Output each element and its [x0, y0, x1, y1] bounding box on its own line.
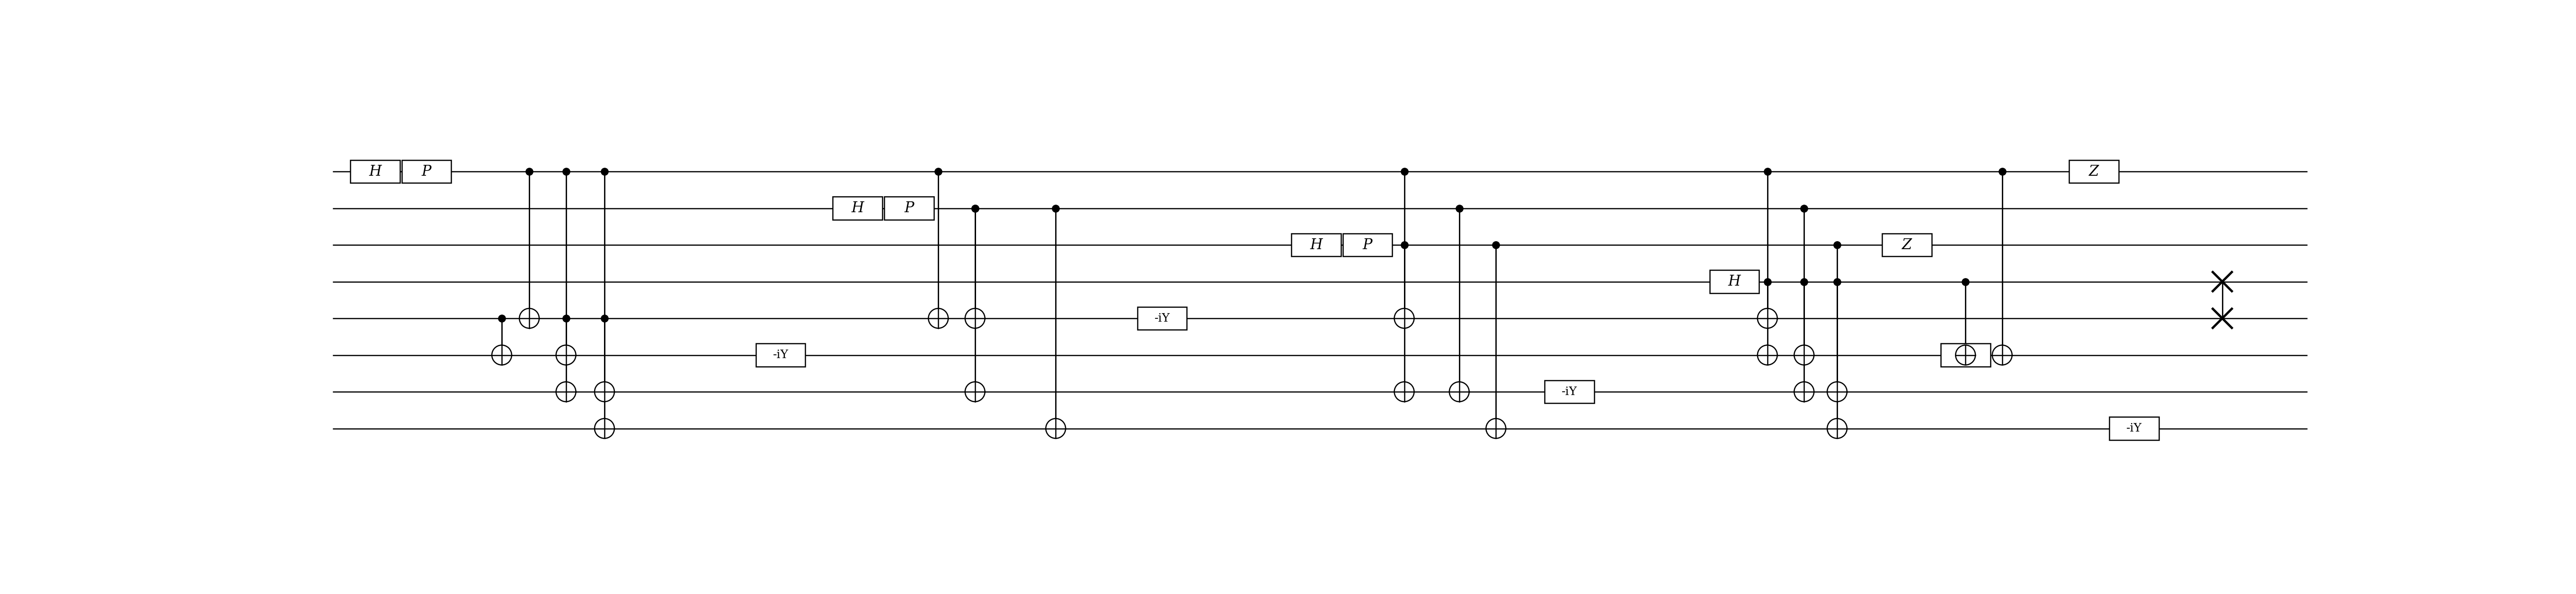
FancyBboxPatch shape	[350, 160, 399, 183]
Circle shape	[520, 308, 538, 328]
Circle shape	[492, 345, 513, 365]
FancyBboxPatch shape	[2110, 417, 2159, 440]
Text: Z: Z	[2089, 164, 2099, 179]
Circle shape	[966, 308, 984, 328]
Circle shape	[1486, 419, 1507, 438]
Circle shape	[1394, 308, 1414, 328]
Circle shape	[1046, 419, 1066, 438]
Circle shape	[927, 308, 948, 328]
FancyBboxPatch shape	[1710, 270, 1759, 293]
Text: H: H	[368, 164, 381, 179]
FancyBboxPatch shape	[884, 197, 933, 220]
FancyBboxPatch shape	[1940, 344, 1991, 366]
Circle shape	[1757, 308, 1777, 328]
Text: Z: Z	[1901, 238, 1911, 252]
Circle shape	[595, 382, 616, 402]
Circle shape	[1955, 345, 1976, 365]
Circle shape	[556, 382, 577, 402]
Circle shape	[1757, 345, 1777, 365]
FancyBboxPatch shape	[1291, 233, 1342, 256]
Text: H: H	[850, 201, 863, 216]
Text: P: P	[904, 201, 914, 216]
FancyBboxPatch shape	[2069, 160, 2117, 183]
Text: -iY: -iY	[1561, 386, 1577, 397]
Text: H: H	[1309, 238, 1321, 252]
FancyBboxPatch shape	[1342, 233, 1391, 256]
Text: -iY: -iY	[1958, 350, 1973, 361]
Text: P: P	[1363, 238, 1373, 252]
Text: -iY: -iY	[773, 350, 788, 361]
Text: P: P	[422, 164, 430, 179]
Text: -iY: -iY	[2125, 423, 2143, 434]
FancyBboxPatch shape	[402, 160, 451, 183]
Circle shape	[1826, 382, 1847, 402]
Circle shape	[556, 345, 577, 365]
Circle shape	[1826, 419, 1847, 438]
FancyBboxPatch shape	[832, 197, 884, 220]
Text: H: H	[1728, 274, 1741, 289]
FancyBboxPatch shape	[1139, 307, 1188, 330]
Circle shape	[595, 419, 616, 438]
FancyBboxPatch shape	[1546, 380, 1595, 403]
Circle shape	[1450, 382, 1468, 402]
Circle shape	[1394, 382, 1414, 402]
Text: -iY: -iY	[1154, 313, 1170, 324]
Circle shape	[1793, 345, 1814, 365]
Circle shape	[1793, 382, 1814, 402]
FancyBboxPatch shape	[1883, 233, 1932, 256]
Circle shape	[1991, 345, 2012, 365]
FancyBboxPatch shape	[755, 344, 806, 366]
Circle shape	[966, 382, 984, 402]
